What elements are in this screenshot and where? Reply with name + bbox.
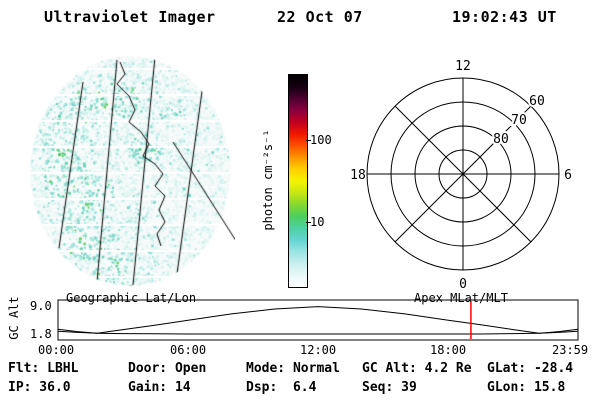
uv-disk-image	[25, 52, 235, 292]
mlt-0-label: 0	[459, 277, 467, 292]
status-seq: Seq: 39	[362, 380, 417, 395]
colorbar-tick-100-mark	[306, 140, 311, 141]
time-label: 19:02:43 UT	[452, 8, 557, 26]
gc-alt-lower-arc	[57, 330, 578, 335]
status-glat: GLat: -28.4	[487, 361, 574, 376]
gc-alt-timeline	[57, 299, 579, 341]
status-flt: Flt: LBHL	[8, 361, 79, 376]
status-gc-alt: GC Alt: 4.2 Re	[362, 361, 472, 376]
timeline-frame	[57, 299, 579, 341]
status-door: Door: Open	[128, 361, 207, 376]
xtick-2359: 23:59	[552, 343, 589, 357]
gc-alt-tick-9: 9.0	[30, 299, 52, 313]
date-label: 22 Oct 07	[277, 8, 363, 26]
gc-alt-upper-arc	[57, 306, 578, 334]
mlt-18-label: 18	[350, 168, 366, 183]
xtick-1200: 12:00	[300, 343, 337, 357]
colorbar-tick-10: 10	[310, 215, 325, 229]
apex-polar-plot: 12 0 18 6 60 70 80	[350, 59, 572, 292]
colorbar-gradient	[288, 74, 308, 288]
colorbar-tick-100: 100	[310, 133, 332, 147]
colorbar-tick-10-mark	[306, 222, 311, 223]
mlat-60-label: 60	[529, 94, 545, 109]
xtick-0600: 06:00	[170, 343, 207, 357]
page-title: Ultraviolet Imager	[44, 8, 216, 26]
status-gain: Gain: 14	[128, 380, 191, 395]
right-panel-caption: Apex MLat/MLT	[414, 291, 508, 305]
status-ip: IP: 36.0	[8, 380, 71, 395]
mlt-12-label: 12	[455, 59, 471, 74]
mlt-6-label: 6	[564, 168, 572, 183]
mlat-80-label: 80	[493, 132, 509, 147]
left-panel-caption: Geographic Lat/Lon	[66, 291, 197, 305]
status-mode: Mode: Normal	[246, 361, 340, 376]
status-glon: GLon: 15.8	[487, 380, 566, 395]
colorbar-axis-label: photon cm⁻²s⁻¹	[261, 129, 275, 231]
polar-grid	[366, 77, 560, 271]
polar-labels: 12 0 18 6 60 70 80	[350, 59, 572, 292]
mlat-70-label: 70	[511, 113, 527, 128]
xtick-0000: 00:00	[38, 343, 75, 357]
gc-alt-tick-18: 1.8	[30, 327, 52, 341]
xtick-1800: 18:00	[430, 343, 467, 357]
status-dsp: Dsp: 6.4	[246, 380, 317, 395]
